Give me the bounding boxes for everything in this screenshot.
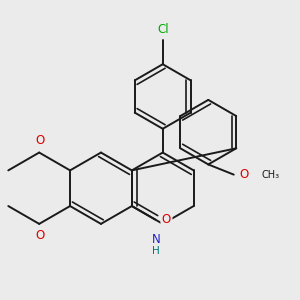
Text: CH₃: CH₃ — [262, 169, 280, 180]
Text: O: O — [35, 229, 45, 242]
Text: N: N — [152, 233, 160, 246]
Text: H: H — [152, 246, 160, 256]
Text: O: O — [35, 134, 45, 147]
Text: O: O — [162, 213, 171, 226]
Text: O: O — [239, 168, 249, 181]
Text: Cl: Cl — [157, 23, 169, 36]
